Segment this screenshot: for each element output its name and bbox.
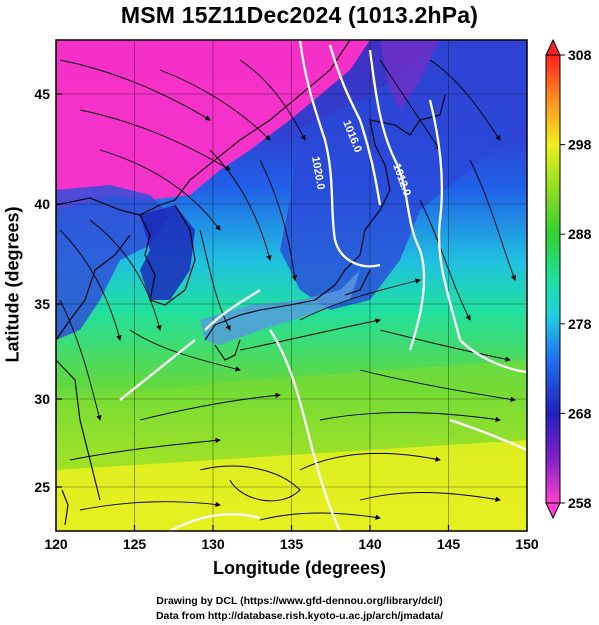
isobar-label-1020: 1020.0 [309, 155, 327, 190]
x-tick-labels: 120 125 130 135 140 145 150 [44, 536, 539, 552]
x-tick-125: 125 [123, 536, 147, 552]
colorbar-tick-278: 278 [568, 316, 592, 332]
map-title: MSM 15Z11Dec2024 (1013.2hPa) [120, 2, 479, 28]
y-tick-labels: 25 30 35 40 45 [34, 86, 50, 495]
x-tick-135: 135 [280, 536, 304, 552]
colorbar-tick-268: 268 [568, 405, 592, 421]
x-tick-140: 140 [358, 536, 382, 552]
x-axis-label: Longitude (degrees) [212, 558, 386, 578]
colorbar-tick-298: 298 [568, 137, 592, 153]
x-tick-150: 150 [515, 536, 539, 552]
isobars [119, 40, 527, 531]
credit-data: Data from http://database.rish.kyoto-u.a… [155, 610, 444, 622]
colorbar-lower-arrow [545, 502, 561, 520]
credit-drawing: Drawing by DCL (https://www.gfd-dennou.o… [156, 595, 443, 607]
colorbar-tick-308: 308 [568, 47, 592, 63]
x-tick-130: 130 [201, 536, 225, 552]
x-tick-145: 145 [437, 536, 461, 552]
y-tick-30: 30 [34, 391, 50, 407]
wind-streamlines [59, 59, 516, 521]
colorbar-tick-258: 258 [568, 495, 592, 511]
y-tick-25: 25 [34, 479, 50, 495]
axis-tick-marks [55, 93, 528, 531]
y-axis-label: Latitude (degrees) [2, 206, 23, 363]
coastlines [56, 40, 446, 526]
colorbar-upper-arrow [545, 38, 561, 56]
y-tick-40: 40 [34, 196, 50, 212]
y-tick-35: 35 [34, 296, 50, 312]
x-tick-120: 120 [44, 536, 68, 552]
colorbar-tick-288: 288 [568, 226, 592, 242]
y-tick-45: 45 [34, 86, 50, 102]
map-grid [56, 40, 527, 531]
colorbar: 308 298 288 278 268 258 [545, 38, 592, 520]
